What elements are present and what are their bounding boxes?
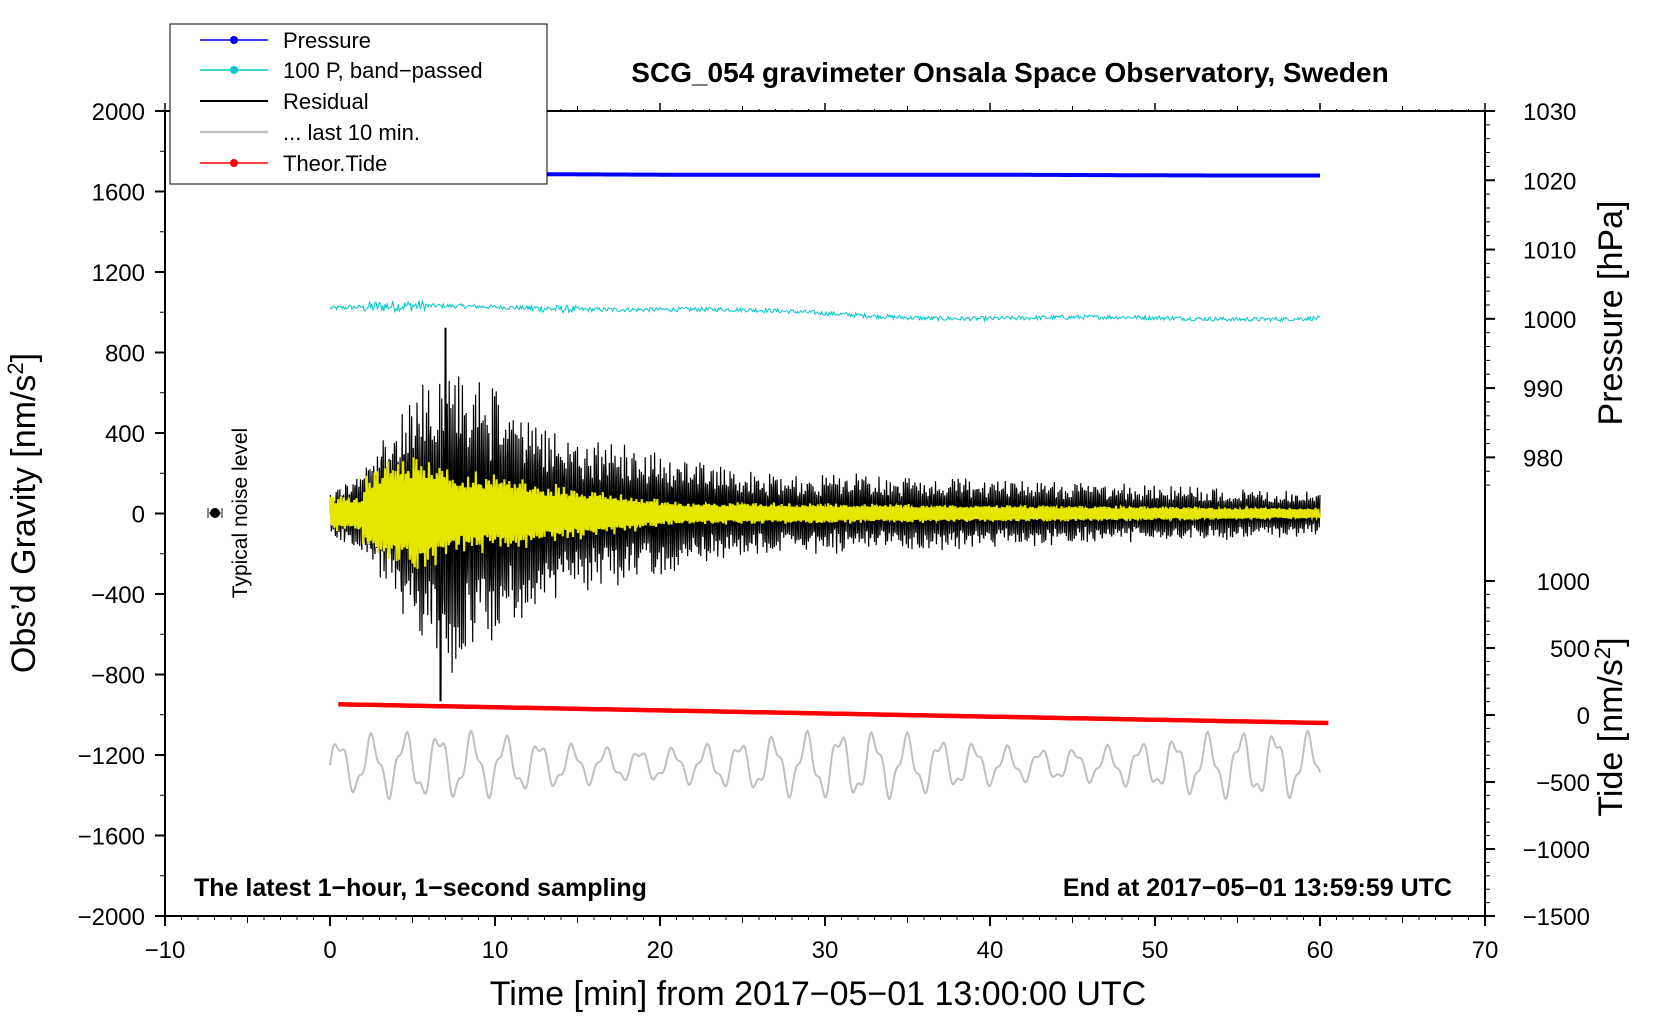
pressure-tick-label: 990 — [1523, 376, 1563, 403]
legend-label-residual: Residual — [283, 89, 369, 114]
tide-title-sup: 2 — [1590, 647, 1615, 659]
series-theor-tide — [338, 702, 1329, 726]
series-layer — [328, 172, 1329, 801]
legend-label-theor-tide: Theor.Tide — [283, 151, 387, 176]
y-axis-title-left: Obs’d Gravity [nm/s2] — [3, 353, 43, 673]
tide-title-main: Tide [nm/s — [1592, 659, 1630, 816]
y-left-title-main: Obs’d Gravity [nm/s — [5, 375, 43, 674]
tide-tick-label: −1000 — [1523, 837, 1590, 864]
legend: Pressure 100 P, band−passed Residual ...… — [169, 23, 548, 185]
legend-label-band-passed: 100 P, band−passed — [283, 58, 483, 83]
legend-label-last-10-min: ... last 10 min. — [283, 120, 420, 145]
x-tick-label: 20 — [647, 937, 674, 964]
y-left-tick-label: −1200 — [78, 743, 145, 770]
tide-tick-label: 500 — [1550, 636, 1590, 663]
legend-box — [169, 23, 548, 185]
x-tick-label: 50 — [1142, 937, 1169, 964]
pressure-tick-label: 1000 — [1523, 307, 1576, 334]
x-tick-label: 30 — [812, 937, 839, 964]
y-axis-title-pressure: Pressure [hPa] — [1592, 201, 1630, 426]
x-tick-label: −10 — [145, 937, 186, 964]
tide-tick-label: −1500 — [1523, 904, 1590, 931]
y-left-tick-label: −800 — [91, 663, 145, 690]
y-left-tick-label: 2000 — [92, 99, 145, 126]
x-tick-label: 70 — [1472, 937, 1499, 964]
y-axis-title-tide: Tide [nm/s2] — [1590, 637, 1630, 816]
series-residual — [329, 327, 1321, 702]
axes-layer: −10 0 10 20 30 40 50 60 702000160012008004000−40… — [78, 99, 1590, 964]
legend-marker-band-passed — [230, 66, 238, 74]
series-residual-filtered — [328, 457, 1322, 569]
x-tick-label: 10 — [482, 937, 509, 964]
legend-label-pressure: Pressure — [283, 28, 371, 53]
series-band-passed — [329, 299, 1321, 323]
y-left-title-sup: 2 — [3, 362, 28, 374]
y-left-tick-label: −1600 — [78, 824, 145, 851]
x-tick-label: 60 — [1307, 937, 1334, 964]
tide-tick-label: 0 — [1577, 703, 1590, 730]
y-left-tick-label: 1600 — [92, 180, 145, 207]
pressure-tick-label: 1020 — [1523, 168, 1576, 195]
y-left-tick-label: 800 — [105, 341, 145, 368]
x-axis-title: Time [min] from 2017−05−01 13:00:00 UTC — [490, 975, 1146, 1013]
y-left-title-end: ] — [5, 353, 43, 362]
legend-marker-pressure — [230, 36, 238, 44]
legend-item-last-10-min: ... last 10 min. — [200, 120, 420, 145]
legend-marker-theor-tide — [230, 159, 238, 167]
y-left-tick-label: 0 — [132, 502, 145, 529]
noise-marker: Typical noise level — [207, 428, 252, 598]
x-tick-label: 40 — [977, 937, 1004, 964]
noise-dot — [210, 508, 220, 518]
footer-left: The latest 1−hour, 1−second sampling — [194, 874, 647, 902]
series-last-10-min — [329, 729, 1321, 801]
tide-title-end: ] — [1592, 637, 1630, 646]
pressure-tick-label: 1030 — [1523, 99, 1576, 126]
legend-item-residual: Residual — [200, 89, 369, 114]
chart-title: SCG_054 gravimeter Onsala Space Observat… — [631, 57, 1388, 88]
tide-tick-label: 1000 — [1537, 569, 1590, 596]
tide-tick-label: −500 — [1536, 770, 1590, 797]
pressure-tick-label: 1010 — [1523, 238, 1576, 265]
noise-label: Typical noise level — [229, 428, 252, 598]
x-tick-label: 0 — [323, 937, 336, 964]
y-left-tick-label: 1200 — [92, 260, 145, 287]
y-left-tick-label: −2000 — [78, 904, 145, 931]
y-left-tick-label: 400 — [105, 421, 145, 448]
legend-item-band-passed: 100 P, band−passed — [200, 58, 483, 83]
legend-item-pressure: Pressure — [200, 28, 371, 53]
legend-item-theor-tide: Theor.Tide — [200, 151, 387, 176]
pressure-tick-label: 980 — [1523, 445, 1563, 472]
y-left-tick-label: −400 — [91, 582, 145, 609]
footer-right: End at 2017−05−01 13:59:59 UTC — [1063, 874, 1452, 902]
